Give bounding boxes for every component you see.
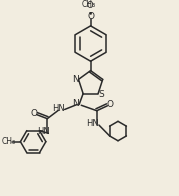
Text: S: S: [98, 90, 104, 99]
Text: HN: HN: [86, 119, 99, 128]
Text: O: O: [86, 1, 93, 10]
Text: N: N: [72, 99, 79, 108]
Text: CH₃: CH₃: [1, 137, 15, 146]
Text: HN: HN: [53, 104, 65, 113]
Text: O: O: [107, 100, 114, 109]
Text: O: O: [30, 109, 37, 118]
Text: N: N: [72, 74, 79, 83]
Text: HN: HN: [37, 127, 49, 136]
Text: CH₃: CH₃: [82, 0, 96, 9]
Text: O: O: [87, 12, 94, 21]
